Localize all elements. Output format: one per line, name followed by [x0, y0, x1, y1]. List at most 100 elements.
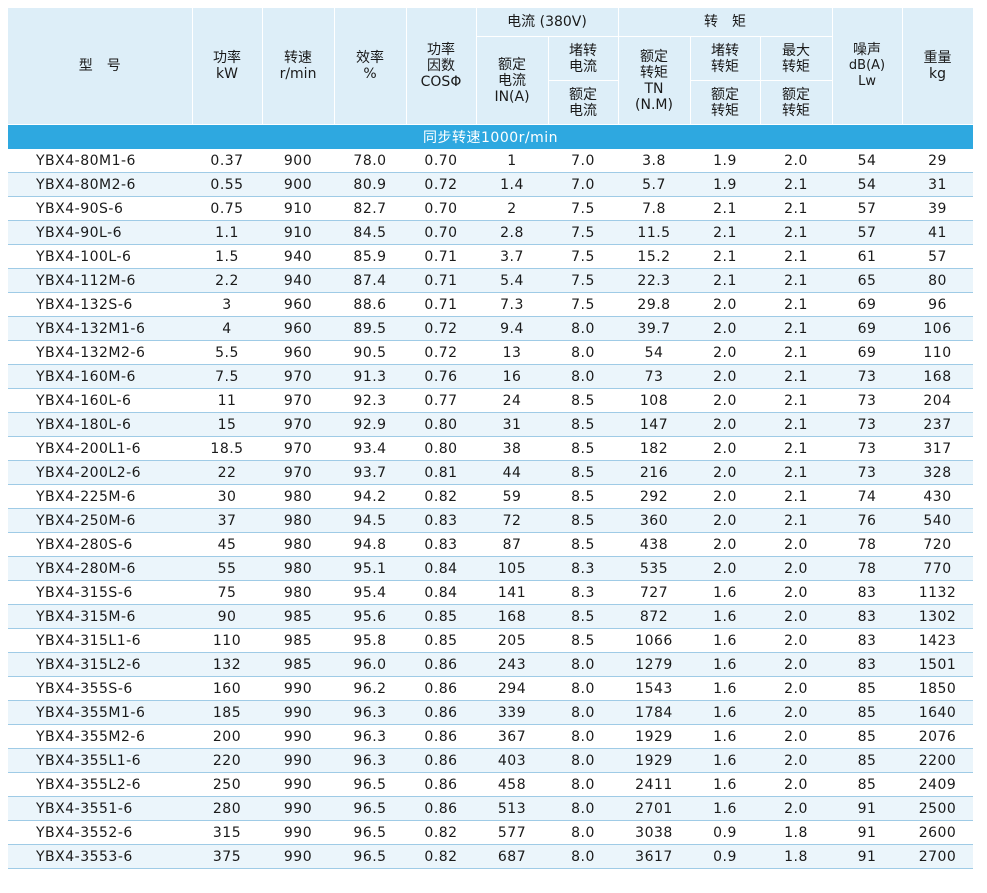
cell-rated-current: 16 [476, 364, 548, 389]
cell-rated-current: 87 [476, 532, 548, 557]
cell-model: YBX4-315L2-6 [8, 652, 192, 677]
cell-rated-torque: 73 [618, 364, 690, 389]
cell-noise: 83 [832, 580, 903, 605]
table-row: YBX4-80M2-6 0.55 900 80.9 0.72 1.4 7.0 5.7 1.9 2.… [8, 172, 974, 197]
header-pf-line1: 功率 [427, 42, 455, 58]
cell-efficiency: 85.9 [334, 244, 406, 269]
cell-speed: 990 [262, 844, 334, 869]
cell-model: YBX4-132M2-6 [8, 340, 192, 365]
table-row: YBX4-355L1-6 220 990 96.3 0.86 403 8.0 1929 1.6 2… [8, 748, 974, 773]
cell-weight: 317 [902, 436, 974, 461]
cell-speed: 910 [262, 196, 334, 221]
cell-efficiency: 92.9 [334, 412, 406, 437]
cell-rated-torque: 11.5 [618, 220, 690, 245]
table-row: YBX4-80M1-6 0.37 900 78.0 0.70 1 7.0 3.8 1.9 2.0 5… [8, 149, 974, 173]
cell-locked-torque-ratio: 2.0 [690, 364, 760, 389]
cell-max-torque-ratio: 2.0 [760, 556, 833, 581]
cell-speed: 980 [262, 508, 334, 533]
cell-model: YBX4-100L-6 [8, 244, 192, 269]
cell-locked-current-ratio: 8.0 [548, 772, 618, 797]
cell-power: 7.5 [192, 364, 262, 389]
cell-power-factor: 0.86 [406, 772, 476, 797]
cell-efficiency: 80.9 [334, 172, 406, 197]
cell-power-factor: 0.71 [406, 292, 476, 317]
cell-locked-current-ratio: 8.0 [548, 364, 618, 389]
cell-efficiency: 87.4 [334, 268, 406, 293]
cell-rated-current: 141 [476, 580, 548, 605]
cell-locked-torque-ratio: 2.0 [690, 412, 760, 437]
cell-max-torque-ratio: 2.1 [760, 460, 833, 485]
cell-efficiency: 90.5 [334, 340, 406, 365]
cell-rated-current: 5.4 [476, 268, 548, 293]
cell-speed: 990 [262, 772, 334, 797]
cell-power: 90 [192, 604, 262, 629]
motor-spec-table: 型 号 功率 kW 转速 r/min 效率% 功率 因数 COSΦ 电流 (380V) … [8, 8, 974, 869]
cell-power-factor: 0.72 [406, 172, 476, 197]
cell-rated-current: 687 [476, 844, 548, 869]
cell-locked-current-ratio: 7.5 [548, 244, 618, 269]
header-efficiency: 效率% [334, 8, 407, 125]
cell-max-torque-ratio: 2.1 [760, 220, 833, 245]
header-noise-unit2: Lw [858, 74, 876, 89]
cell-rated-torque: 1929 [618, 748, 690, 773]
cell-weight: 1640 [902, 700, 974, 725]
table-row: YBX4-132S-6 3 960 88.6 0.71 7.3 7.5 29.8 2.0 2.1 6… [8, 292, 974, 317]
cell-power-factor: 0.84 [406, 556, 476, 581]
cell-rated-torque: 22.3 [618, 268, 690, 293]
table-row: YBX4-200L1-6 18.5 970 93.4 0.80 38 8.5 182 2.0 2.… [8, 436, 974, 461]
cell-locked-current-ratio: 8.5 [548, 412, 618, 437]
header-rc-line3: IN(A) [494, 88, 530, 105]
cell-rated-torque: 7.8 [618, 196, 690, 221]
cell-locked-current-ratio: 8.5 [548, 604, 618, 629]
cell-locked-torque-ratio: 2.1 [690, 244, 760, 269]
cell-model: YBX4-3553-6 [8, 844, 192, 869]
cell-model: YBX4-225M-6 [8, 484, 192, 509]
cell-efficiency: 95.8 [334, 628, 406, 653]
cell-speed: 990 [262, 796, 334, 821]
cell-speed: 970 [262, 436, 334, 461]
cell-max-torque-ratio: 2.1 [760, 292, 833, 317]
cell-locked-torque-ratio: 2.0 [690, 460, 760, 485]
cell-power: 45 [192, 532, 262, 557]
header-rt-line1: 额定 [640, 48, 668, 65]
cell-power: 15 [192, 412, 262, 437]
cell-weight: 1850 [902, 676, 974, 701]
cell-model: YBX4-355L1-6 [8, 748, 192, 773]
cell-speed: 990 [262, 676, 334, 701]
cell-noise: 83 [832, 652, 903, 677]
cell-rated-current: 72 [476, 508, 548, 533]
header-lt-top-line1: 堵转 [711, 42, 739, 59]
cell-power-factor: 0.84 [406, 580, 476, 605]
cell-speed: 940 [262, 268, 334, 293]
header-speed-label: 转速 [284, 50, 312, 66]
cell-locked-torque-ratio: 1.6 [690, 580, 760, 605]
cell-noise: 91 [832, 820, 903, 845]
cell-model: YBX4-80M2-6 [8, 172, 192, 197]
cell-locked-current-ratio: 7.0 [548, 149, 618, 173]
table-row: YBX4-180L-6 15 970 92.9 0.80 31 8.5 147 2.0 2.1 73… [8, 412, 974, 437]
cell-rated-torque: 3617 [618, 844, 690, 869]
table-row: YBX4-3553-6 375 990 96.5 0.82 687 8.0 3617 0.9 1.… [8, 844, 974, 869]
cell-model: YBX4-160L-6 [8, 388, 192, 413]
cell-locked-torque-ratio: 2.0 [690, 508, 760, 533]
cell-efficiency: 95.6 [334, 604, 406, 629]
header-rt-line2: 转矩 [640, 64, 668, 81]
cell-max-torque-ratio: 2.0 [760, 532, 833, 557]
cell-efficiency: 96.5 [334, 844, 406, 869]
cell-power: 132 [192, 652, 262, 677]
cell-noise: 69 [832, 316, 903, 341]
cell-power: 200 [192, 724, 262, 749]
cell-rated-current: 403 [476, 748, 548, 773]
header-pf-line3: COSΦ [420, 74, 462, 90]
cell-locked-current-ratio: 8.3 [548, 580, 618, 605]
cell-noise: 54 [832, 172, 903, 197]
cell-power: 160 [192, 676, 262, 701]
cell-efficiency: 95.4 [334, 580, 406, 605]
cell-power: 110 [192, 628, 262, 653]
cell-locked-torque-ratio: 2.0 [690, 556, 760, 581]
cell-max-torque-ratio: 2.0 [760, 149, 833, 173]
cell-locked-current-ratio: 8.5 [548, 388, 618, 413]
cell-locked-torque-ratio: 2.0 [690, 292, 760, 317]
cell-locked-current-ratio: 7.0 [548, 172, 618, 197]
cell-power: 1.5 [192, 244, 262, 269]
